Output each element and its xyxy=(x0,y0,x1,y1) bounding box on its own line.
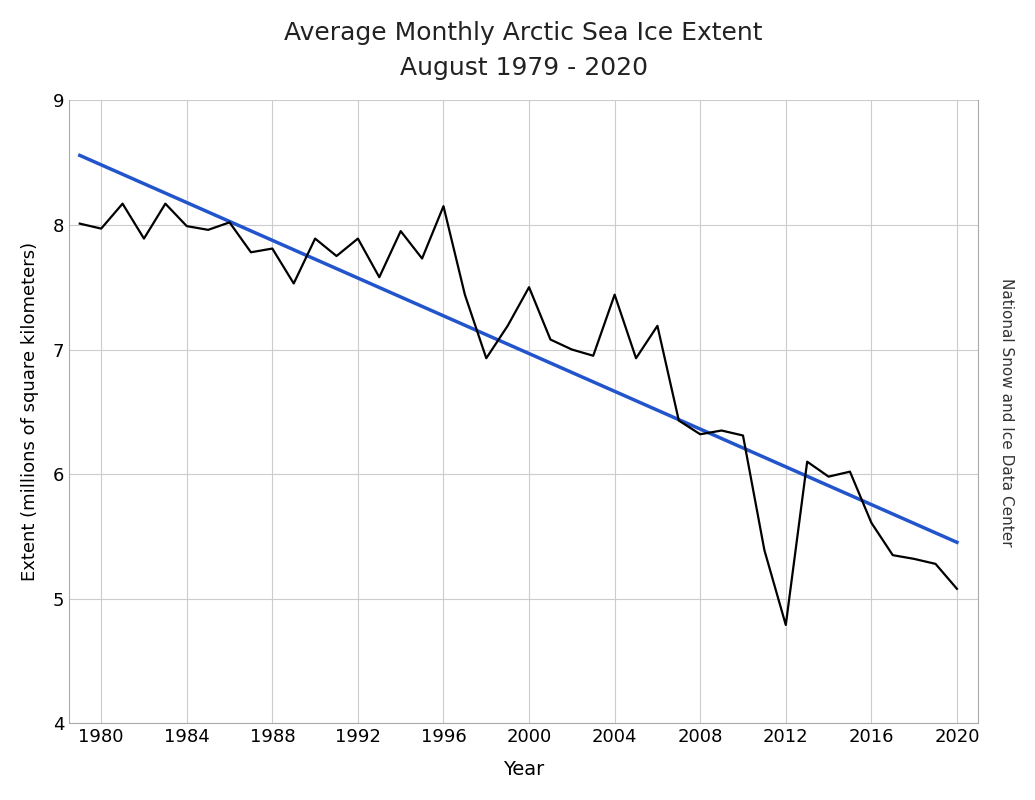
X-axis label: Year: Year xyxy=(503,760,544,779)
Y-axis label: Extent (millions of square kilometers): Extent (millions of square kilometers) xyxy=(21,242,39,582)
Title: Average Monthly Arctic Sea Ice Extent
August 1979 - 2020: Average Monthly Arctic Sea Ice Extent Au… xyxy=(285,21,763,80)
Y-axis label: National Snow and Ice Data Center: National Snow and Ice Data Center xyxy=(999,278,1014,546)
